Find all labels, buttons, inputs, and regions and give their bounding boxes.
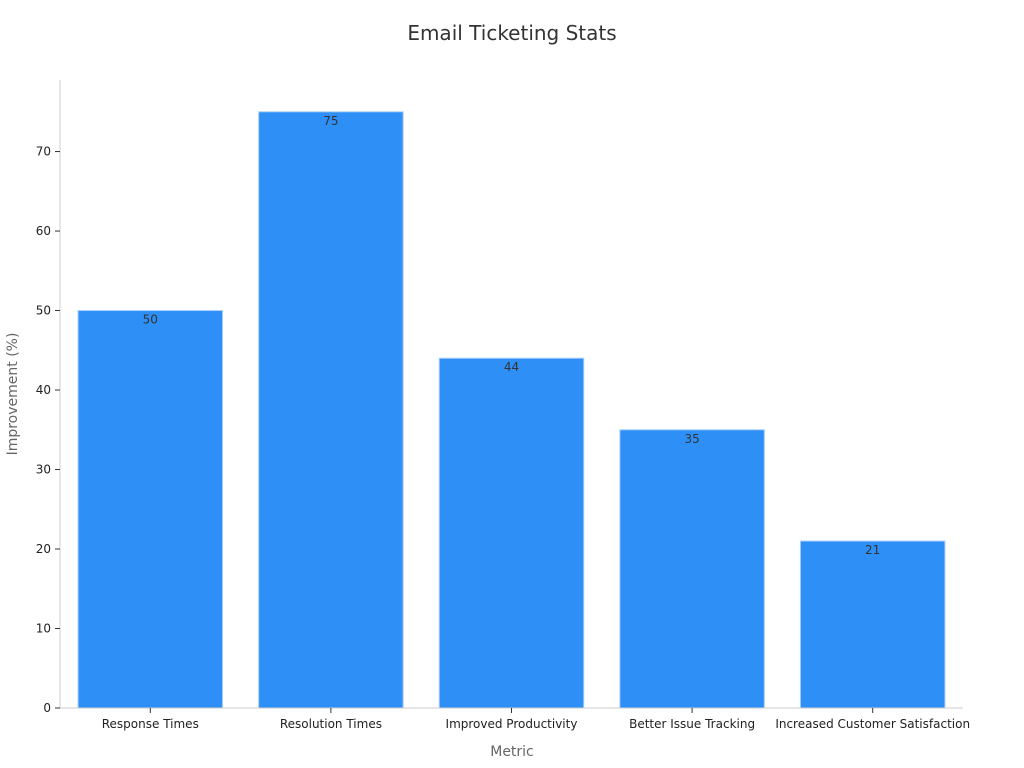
bar [78,311,222,708]
y-tick-label: 20 [36,542,51,556]
x-axis-ticks: Response Times Resolution Times Improved P… [102,708,970,731]
x-tick-label: Better Issue Tracking [629,717,755,731]
x-tick-label: Increased Customer Satisfaction [775,717,970,731]
y-tick-label: 0 [43,701,51,715]
chart-title: Email Ticketing Stats [407,21,616,45]
bar [620,430,764,708]
x-tick-label: Response Times [102,717,199,731]
bar [800,541,944,708]
bar-value-label: 44 [504,360,519,374]
x-tick-label: Resolution Times [280,717,382,731]
bar-value-label: 21 [865,543,880,557]
x-tick-label: Improved Productivity [446,717,578,731]
bar [439,358,583,708]
bar-value-label: 75 [323,114,338,128]
bar-value-label: 50 [143,313,158,327]
y-tick-label: 60 [36,224,51,238]
y-tick-label: 40 [36,383,51,397]
bar-value-label: 35 [684,432,699,446]
y-tick-label: 10 [36,622,51,636]
y-tick-label: 50 [36,304,51,318]
y-tick-label: 30 [36,463,51,477]
bar [259,112,403,708]
y-axis-ticks: 0 10 20 30 40 50 60 70 [36,145,60,715]
y-axis-label: Improvement (%) [5,333,21,456]
bars-group [78,112,945,708]
y-tick-label: 70 [36,145,51,159]
x-axis-label: Metric [490,744,534,760]
